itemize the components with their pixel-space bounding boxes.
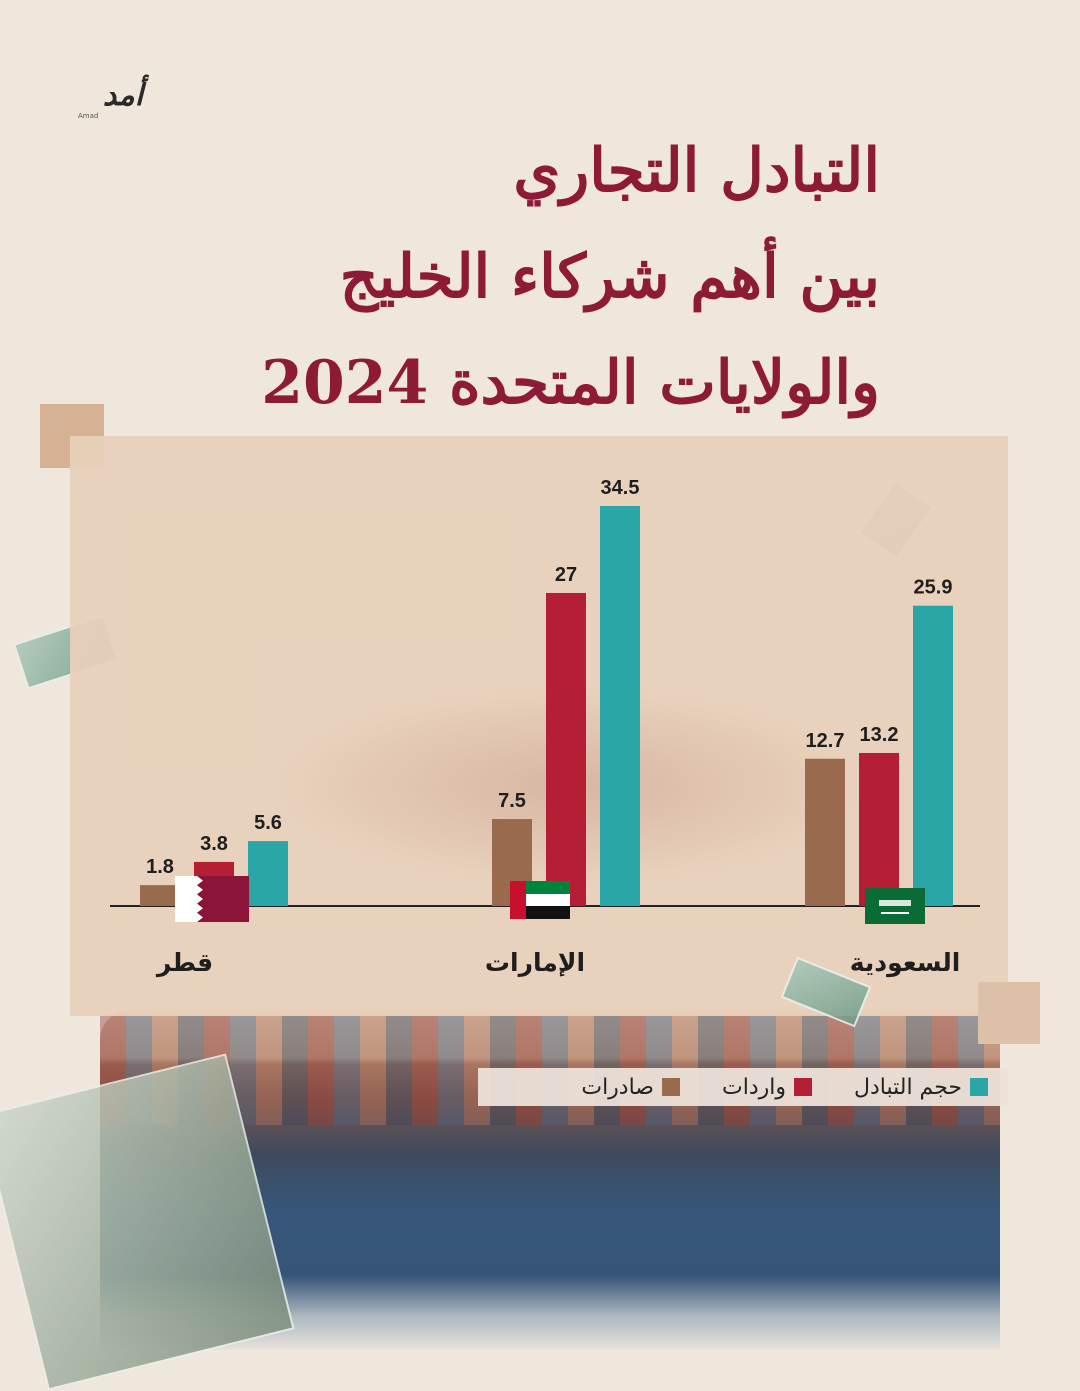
legend-item-imports: واردات bbox=[722, 1075, 812, 1100]
data-label: 12.7 bbox=[806, 730, 845, 752]
category-label: الإمارات bbox=[485, 948, 585, 977]
bar bbox=[913, 605, 953, 906]
legend-label-exports: صادرات bbox=[581, 1074, 654, 1100]
title-line-2: بين أهم شركاء الخليج bbox=[339, 242, 880, 312]
legend-label-imports: واردات bbox=[722, 1074, 786, 1100]
saudi-flag-icon bbox=[865, 888, 925, 924]
amad-logo-subtitle: Amad bbox=[78, 112, 99, 120]
data-label: 5.6 bbox=[254, 812, 282, 834]
amad-logo: أمد bbox=[102, 78, 144, 113]
chart-legend: حجم التبادل واردات صادرات bbox=[478, 1068, 1008, 1106]
data-label: 3.8 bbox=[200, 833, 228, 855]
category-label: قطر bbox=[155, 948, 213, 978]
chart-panel: 1.8 3.8 5.6 قطر 7.5 27 34.5 الإمارات 12.7 13.2 25.… bbox=[70, 436, 1008, 1016]
category-label: السعودية bbox=[850, 948, 961, 978]
data-label: 7.5 bbox=[498, 790, 526, 812]
decor-square bbox=[978, 982, 1040, 1044]
bar bbox=[546, 592, 586, 906]
legend-label-volume: حجم التبادل bbox=[853, 1074, 962, 1100]
uae-flag-icon bbox=[510, 881, 570, 919]
data-label: 1.8 bbox=[146, 856, 174, 878]
bar bbox=[248, 841, 288, 906]
bar bbox=[805, 758, 845, 906]
data-label: 13.2 bbox=[860, 724, 899, 746]
bar bbox=[600, 506, 640, 906]
bar-chart: 1.8 3.8 5.6 قطر 7.5 27 34.5 الإمارات 12.7 13.2 25.… bbox=[110, 477, 980, 978]
legend-swatch-volume bbox=[970, 1078, 988, 1096]
title-line-1: التبادل التجاري bbox=[513, 136, 880, 206]
page-title: التبادل التجاري بين أهم شركاء الخليج وال… bbox=[150, 118, 880, 436]
legend-item-exports: صادرات bbox=[581, 1075, 680, 1100]
qatar-flag-icon bbox=[175, 876, 249, 922]
legend-swatch-exports bbox=[662, 1078, 680, 1096]
legend-swatch-imports bbox=[793, 1078, 812, 1096]
data-label: 27 bbox=[555, 564, 577, 586]
legend-item-volume: حجم التبادل bbox=[854, 1075, 988, 1100]
data-label: 34.5 bbox=[601, 477, 640, 499]
bar bbox=[859, 752, 899, 906]
bar bbox=[140, 885, 180, 906]
data-label: 25.9 bbox=[914, 577, 953, 599]
title-line-3: والولايات المتحدة 2024 bbox=[261, 348, 880, 418]
